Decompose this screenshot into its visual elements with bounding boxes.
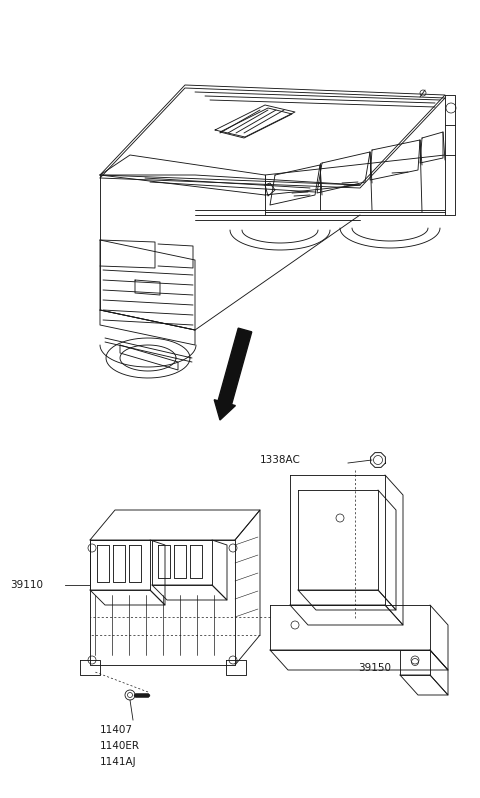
FancyArrow shape [214,328,252,420]
Text: 11407: 11407 [100,725,133,735]
Text: 1338AC: 1338AC [260,455,301,465]
Text: 1141AJ: 1141AJ [100,757,137,767]
Text: 1140ER: 1140ER [100,741,140,751]
Text: 39110: 39110 [10,580,43,590]
Text: 39150: 39150 [358,663,391,673]
